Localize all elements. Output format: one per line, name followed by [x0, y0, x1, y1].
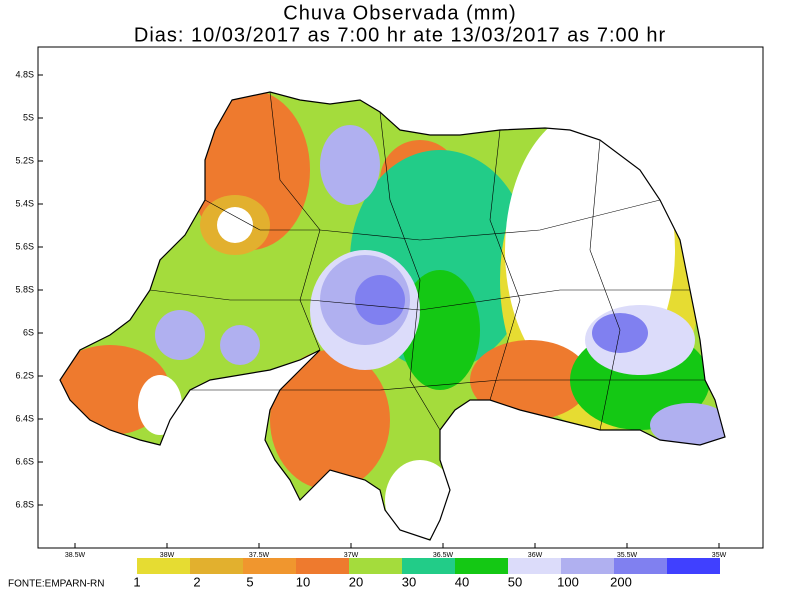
rain-field	[60, 92, 725, 540]
map-subtitle: Dias: 10/03/2017 as 7:00 hr ate 13/03/20…	[134, 24, 666, 46]
legend-label: 5	[246, 574, 253, 589]
lat-label: 6.4S	[15, 413, 34, 423]
legend-swatch	[455, 558, 508, 574]
lon-label: 38.5W	[65, 552, 86, 559]
legend-label: 20	[349, 574, 363, 589]
legend-label: 2	[193, 574, 200, 589]
lon-label: 38W	[160, 552, 175, 559]
legend-swatch	[190, 558, 243, 574]
legend-label: 10	[296, 574, 310, 589]
legend-swatch	[349, 558, 402, 574]
lat-label: 5.8S	[15, 284, 34, 294]
lon-label: 37W	[344, 552, 359, 559]
legend-label: 50	[508, 574, 522, 589]
lat-label: 5S	[23, 112, 34, 122]
lat-label: 6.2S	[15, 370, 34, 380]
lat-label: 5.4S	[15, 198, 34, 208]
lat-label: 5.2S	[15, 155, 34, 165]
legend-label: 200	[610, 574, 632, 589]
legend-label: 100	[557, 574, 579, 589]
lat-label: 6S	[23, 327, 34, 337]
municipal-borders	[149, 91, 705, 431]
legend-swatch	[508, 558, 561, 574]
lat-label: 5.6S	[15, 241, 34, 251]
lat-label: 6.8S	[15, 499, 34, 509]
lat-label: 6.6S	[15, 456, 34, 466]
legend-swatch	[402, 558, 455, 574]
legend-swatch	[614, 558, 667, 574]
legend-label: 40	[455, 574, 469, 589]
lon-label: 35W	[712, 552, 727, 559]
map-frame	[37, 46, 764, 549]
lon-label: 37.5W	[249, 552, 270, 559]
legend-swatch	[137, 558, 190, 574]
lon-label: 35.5W	[617, 552, 638, 559]
map-title: Chuva Observada (mm)	[283, 2, 516, 24]
source-note: FONTE:EMPARN-RN	[8, 579, 104, 590]
lat-label: 4.8S	[15, 69, 34, 79]
legend-swatch	[561, 558, 614, 574]
legend-swatch	[667, 558, 720, 574]
legend-label: 1	[133, 574, 140, 589]
legend-swatch	[296, 558, 349, 574]
legend-label: 30	[402, 574, 416, 589]
lon-label: 36W	[528, 552, 543, 559]
legend-swatch	[243, 558, 296, 574]
lon-label: 36.5W	[433, 552, 454, 559]
